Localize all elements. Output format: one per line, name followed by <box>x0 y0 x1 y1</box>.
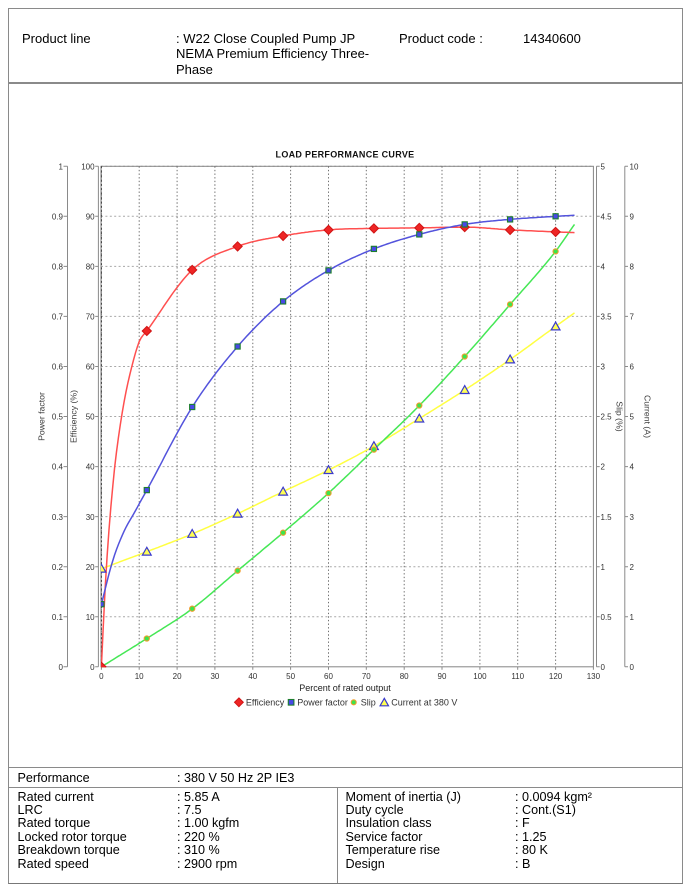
svg-text:90: 90 <box>86 212 95 221</box>
svg-text:0.2: 0.2 <box>52 563 64 572</box>
svg-text:Slip (%): Slip (%) <box>615 401 625 432</box>
svg-text:2.5: 2.5 <box>601 413 613 422</box>
svg-text:0.7: 0.7 <box>52 313 64 322</box>
svg-text:60: 60 <box>324 672 333 681</box>
svg-text:5: 5 <box>601 162 606 171</box>
svg-text:LOAD PERFORMANCE CURVE: LOAD PERFORMANCE CURVE <box>276 150 415 160</box>
svg-text:2: 2 <box>601 463 606 472</box>
svg-text:30: 30 <box>86 513 95 522</box>
svg-text:80: 80 <box>400 672 409 681</box>
svg-text:0.8: 0.8 <box>52 263 64 272</box>
svg-text:10: 10 <box>86 613 95 622</box>
svg-text:Slip: Slip <box>361 698 376 708</box>
svg-text:60: 60 <box>86 363 95 372</box>
svg-text:110: 110 <box>511 672 524 681</box>
svg-text:50: 50 <box>86 413 95 422</box>
svg-text:0: 0 <box>59 663 64 672</box>
svg-text:Current at 380 V: Current at 380 V <box>391 698 457 708</box>
svg-text:0.5: 0.5 <box>601 613 613 622</box>
svg-text:4.5: 4.5 <box>601 212 613 221</box>
svg-text:3: 3 <box>601 363 606 372</box>
svg-text:0.5: 0.5 <box>52 413 64 422</box>
svg-text:0.9: 0.9 <box>52 212 64 221</box>
svg-text:80: 80 <box>86 263 95 272</box>
svg-text:Current (A): Current (A) <box>643 395 653 438</box>
svg-text:40: 40 <box>248 672 257 681</box>
svg-text:Percent of rated output: Percent of rated output <box>299 683 391 693</box>
svg-text:50: 50 <box>286 672 295 681</box>
svg-text:8: 8 <box>630 263 635 272</box>
svg-text:10: 10 <box>630 162 639 171</box>
svg-text:1: 1 <box>59 162 64 171</box>
svg-text:100: 100 <box>81 162 95 171</box>
svg-text:0: 0 <box>90 663 95 672</box>
svg-text:0: 0 <box>601 663 606 672</box>
svg-text:90: 90 <box>438 672 447 681</box>
svg-text:30: 30 <box>210 672 219 681</box>
svg-text:40: 40 <box>86 463 95 472</box>
svg-text:0.3: 0.3 <box>52 513 64 522</box>
svg-text:Efficiency: Efficiency <box>246 698 285 708</box>
svg-text:0.6: 0.6 <box>52 363 64 372</box>
svg-text:3.5: 3.5 <box>601 313 613 322</box>
svg-text:1: 1 <box>630 613 635 622</box>
svg-text:100: 100 <box>473 672 487 681</box>
svg-text:0: 0 <box>630 663 635 672</box>
svg-text:20: 20 <box>173 672 182 681</box>
svg-text:Efficiency (%): Efficiency (%) <box>69 390 79 443</box>
svg-text:20: 20 <box>86 563 95 572</box>
svg-text:9: 9 <box>630 212 635 221</box>
svg-text:6: 6 <box>630 363 635 372</box>
svg-text:70: 70 <box>86 313 95 322</box>
svg-text:1: 1 <box>601 563 606 572</box>
svg-text:4: 4 <box>630 463 635 472</box>
svg-text:0.4: 0.4 <box>52 463 64 472</box>
svg-text:7: 7 <box>630 313 635 322</box>
svg-text:130: 130 <box>587 672 601 681</box>
svg-text:Power factor: Power factor <box>37 392 47 441</box>
svg-text:3: 3 <box>630 513 635 522</box>
svg-text:2: 2 <box>630 563 635 572</box>
svg-text:Power factor: Power factor <box>297 698 348 708</box>
svg-text:1.5: 1.5 <box>601 513 613 522</box>
svg-text:120: 120 <box>549 672 563 681</box>
svg-text:70: 70 <box>362 672 371 681</box>
svg-text:0.1: 0.1 <box>52 613 64 622</box>
svg-text:5: 5 <box>630 413 635 422</box>
svg-text:10: 10 <box>135 672 144 681</box>
svg-text:0: 0 <box>99 672 104 681</box>
svg-text:4: 4 <box>601 263 606 272</box>
